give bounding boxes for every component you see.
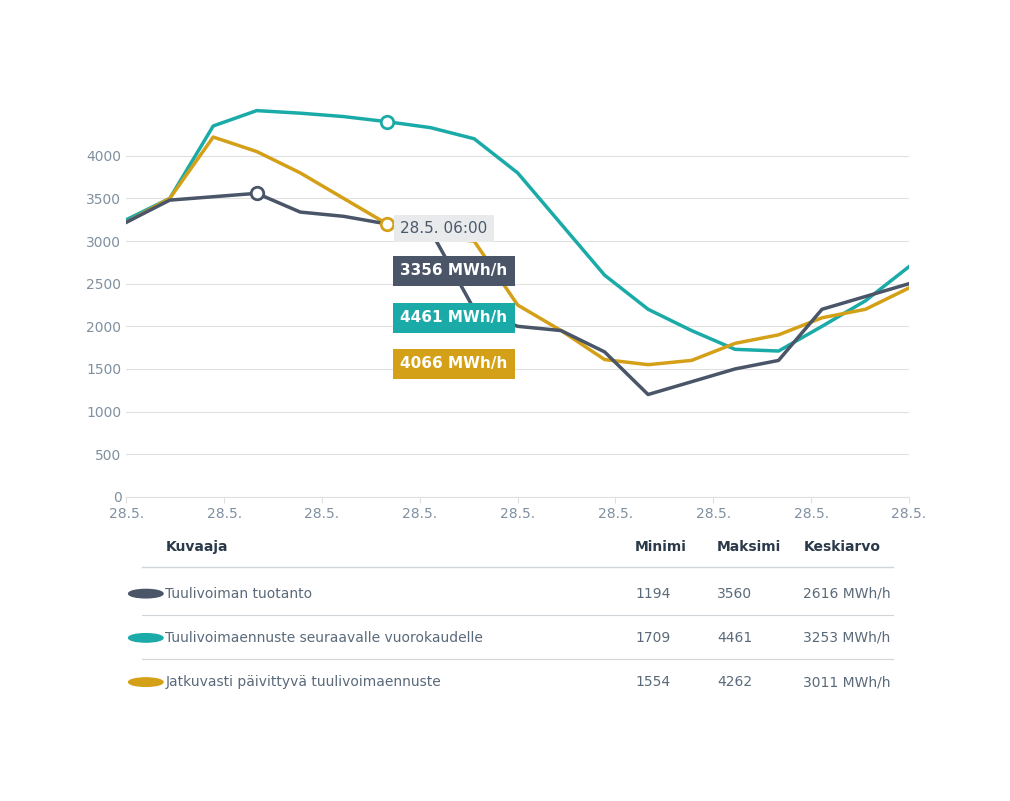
Text: 4066 MWh/h: 4066 MWh/h [401,356,508,372]
Text: Minimi: Minimi [635,540,687,553]
Text: 4262: 4262 [717,675,752,689]
Text: Maksimi: Maksimi [717,540,782,553]
Text: Tuulivoimaennuste seuraavalle vuorokaudelle: Tuulivoimaennuste seuraavalle vuorokaude… [166,631,483,645]
Text: 4461 MWh/h: 4461 MWh/h [401,310,508,325]
Text: 28.5. 06:00: 28.5. 06:00 [401,221,488,235]
Text: Tuulivoiman tuotanto: Tuulivoiman tuotanto [166,586,312,601]
Circle shape [128,678,163,686]
Circle shape [128,634,163,642]
Text: 2616 MWh/h: 2616 MWh/h [803,586,891,601]
Text: 1554: 1554 [635,675,671,689]
Circle shape [128,590,163,598]
Text: 3011 MWh/h: 3011 MWh/h [803,675,891,689]
Text: 1194: 1194 [635,586,671,601]
Text: Jatkuvasti päivittyvä tuulivoimaennuste: Jatkuvasti päivittyvä tuulivoimaennuste [166,675,441,689]
Text: 4461: 4461 [717,631,752,645]
Text: 1709: 1709 [635,631,671,645]
Text: Keskiarvo: Keskiarvo [803,540,881,553]
Text: 3356 MWh/h: 3356 MWh/h [401,264,508,279]
Text: 3253 MWh/h: 3253 MWh/h [803,631,891,645]
Text: Kuvaaja: Kuvaaja [166,540,228,553]
Text: 3560: 3560 [717,586,752,601]
